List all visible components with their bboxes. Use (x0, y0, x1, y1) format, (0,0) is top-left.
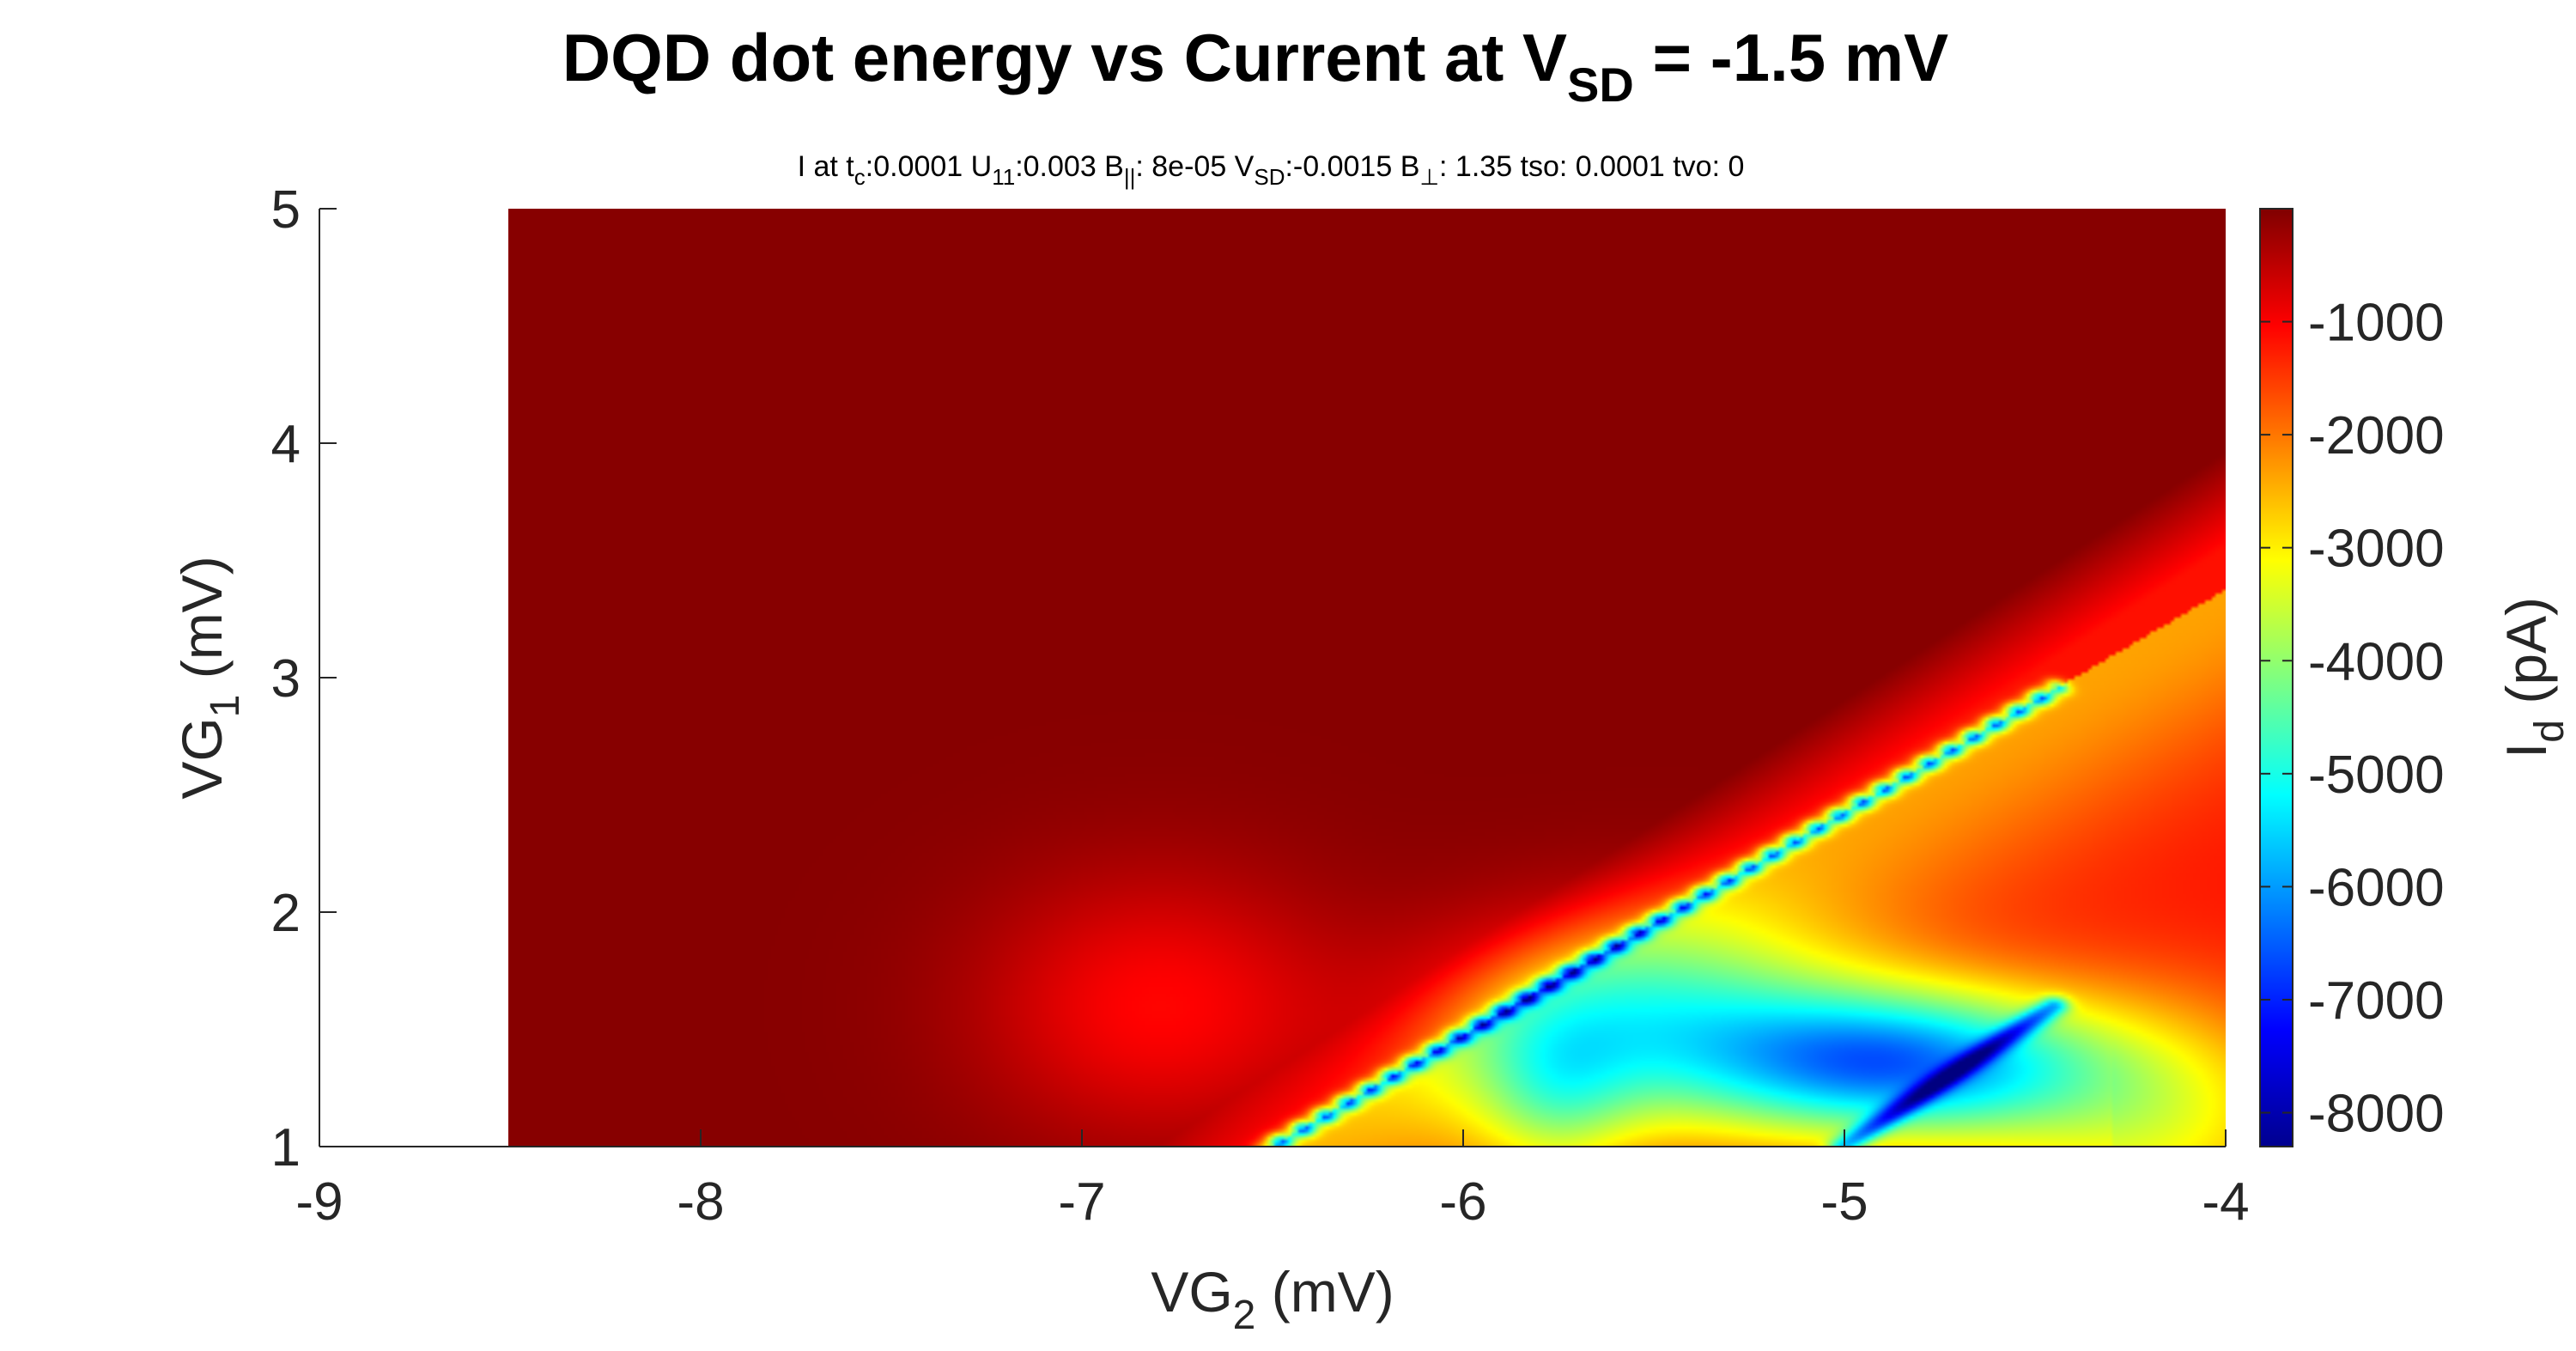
colorbar: -1000 -2000 -3000 -4000 -5000 -6000 -7000 -8000 (2259, 208, 2445, 1147)
x-tick-label: -5 (1820, 1172, 1868, 1232)
heatmap-image (508, 209, 2226, 1147)
y-axis-label-main: VG (170, 717, 234, 799)
y-axis-label-tail: (mV) (170, 556, 234, 694)
y-axis-label-sub: 1 (203, 695, 248, 718)
x-axis-label-sub: 2 (1233, 1293, 1256, 1338)
y-tick-label: 5 (271, 180, 301, 240)
x-tick-label: -7 (1058, 1172, 1105, 1232)
colorbar-tick-label: -6000 (2308, 858, 2445, 917)
subtitle-part-8: :-0.0015 B (1285, 150, 1419, 183)
x-tick-label: -8 (677, 1172, 724, 1232)
y-tick-label: 1 (271, 1118, 301, 1178)
y-tick-label: 4 (271, 415, 301, 474)
y-ticks: 1 2 3 4 5 (271, 180, 337, 1178)
colorbar-tick-label: -2000 (2308, 406, 2445, 466)
colorbar-tick-label: -1000 (2308, 294, 2445, 353)
y-tick-label: 2 (271, 884, 301, 943)
subtitle-part-2: :0.0001 U (866, 150, 992, 183)
x-tick-label: -4 (2202, 1172, 2249, 1232)
subtitle-part-1: c (854, 164, 866, 190)
y-tick-label: 3 (271, 649, 301, 709)
colorbar-tick-label: -4000 (2308, 632, 2445, 691)
chart-title: DQD dot energy vs Current at VSD = -1.5 … (562, 20, 1948, 112)
chart-title-tail: = -1.5 mV (1634, 20, 1948, 95)
y-axis-label: VG1 (mV) (170, 556, 248, 799)
chart-subtitle: I at tc:0.0001 U11:0.003 B||: 8e-05 VSD:… (798, 150, 1745, 190)
colorbar-label-main: I (2494, 743, 2558, 758)
heatmap-container (508, 209, 2226, 1147)
subtitle-part-4: :0.003 B (1015, 150, 1124, 183)
subtitle-part-7: SD (1254, 164, 1285, 190)
colorbar-tick-label: -7000 (2308, 971, 2445, 1031)
x-axis-label-main: VG (1151, 1260, 1232, 1324)
subtitle-part-5: || (1124, 164, 1136, 190)
x-axis-label-tail: (mV) (1255, 1260, 1394, 1324)
colorbar-gradient (2259, 208, 2293, 1147)
chart-title-main: DQD dot energy vs Current at V (562, 20, 1567, 95)
colorbar-label-sub: d (2527, 720, 2573, 743)
plot-area: -9 -8 -7 -6 -5 -4 1 2 3 4 5 (271, 180, 2250, 1232)
chart-title-sub: SD (1567, 58, 1634, 112)
subtitle-part-6: : 8e-05 V (1135, 150, 1254, 183)
colorbar-label: Id (pA) (2494, 597, 2573, 758)
colorbar-ticks: -1000 -2000 -3000 -4000 -5000 -6000 -7000 -8000 (2260, 294, 2445, 1144)
x-tick-label: -6 (1439, 1172, 1486, 1232)
colorbar-tick-label: -5000 (2308, 745, 2445, 805)
x-tick-label: -9 (295, 1172, 343, 1232)
colorbar-tick-label: -8000 (2308, 1085, 2445, 1144)
x-axis-label: VG2 (mV) (1151, 1260, 1394, 1338)
colorbar-tick-label: -3000 (2308, 520, 2445, 579)
subtitle-part-3: 11 (992, 164, 1015, 190)
x-ticks: -9 -8 -7 -6 -5 -4 (295, 1129, 2250, 1232)
subtitle-part-10: : 1.35 tso: 0.0001 tvo: 0 (1439, 150, 1744, 183)
subtitle-part-9: ⊥ (1419, 164, 1439, 190)
subtitle-part-0: I at t (798, 150, 855, 183)
colorbar-label-tail: (pA) (2494, 597, 2558, 720)
